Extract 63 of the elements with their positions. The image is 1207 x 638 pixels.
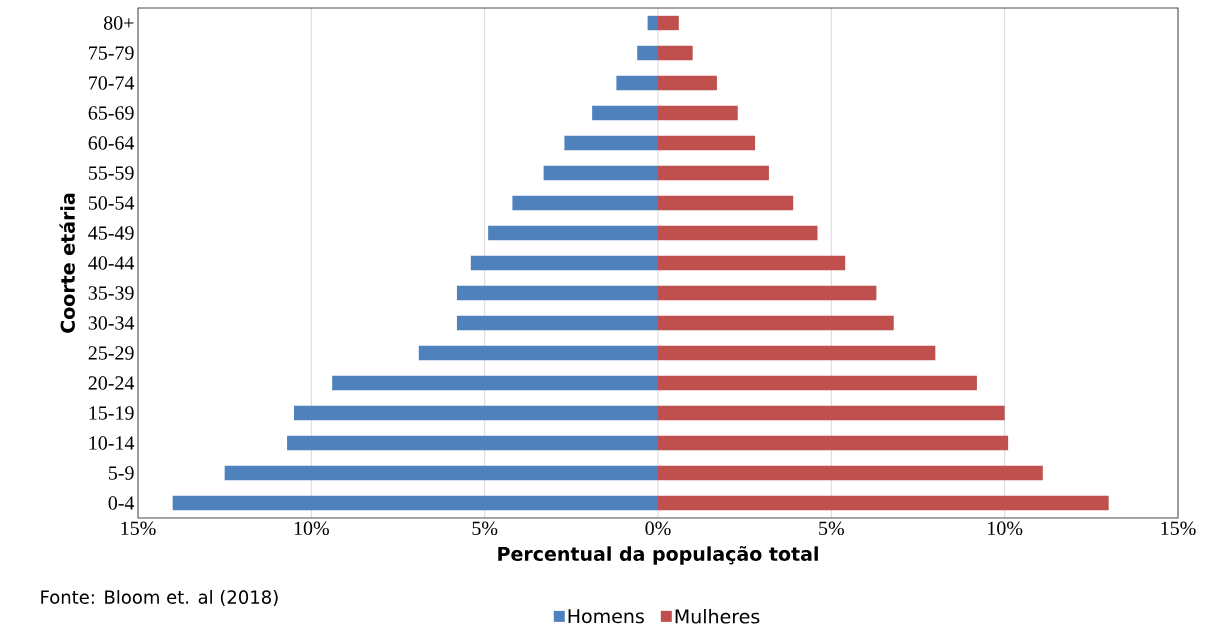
- bar: [658, 165, 769, 181]
- y-tick-label: 45-49: [88, 226, 134, 240]
- bar: [172, 495, 659, 511]
- bar: [512, 195, 659, 211]
- y-tick-label: 40-44: [88, 256, 135, 270]
- y-tick-label: 75-79: [89, 46, 134, 60]
- y-tick-label: 70-74: [89, 76, 135, 90]
- bar: [418, 345, 659, 361]
- x-tick-label: 0%: [645, 521, 671, 536]
- bar: [658, 405, 1005, 421]
- bar: [647, 15, 659, 31]
- bar: [658, 375, 977, 391]
- bar: [287, 435, 659, 451]
- bar: [658, 195, 794, 211]
- bar: [658, 75, 717, 91]
- y-tick-label: 55-59: [88, 166, 134, 180]
- bar: [224, 465, 659, 481]
- bar: [658, 495, 1109, 511]
- y-tick-label: 60-64: [88, 136, 135, 150]
- y-tick-label: 0-4: [108, 496, 135, 510]
- bar: [470, 255, 659, 271]
- bar: [658, 135, 756, 151]
- bar: [488, 225, 659, 241]
- bar: [332, 375, 659, 391]
- bar: [294, 405, 659, 421]
- y-tick-label: 65-69: [88, 106, 134, 120]
- x-tick-label: 15%: [121, 521, 156, 536]
- y-tick-label: 30-34: [88, 316, 135, 330]
- bar: [658, 105, 738, 121]
- y-tick-label: 10-14: [89, 436, 135, 450]
- bar: [658, 15, 679, 31]
- legend-label: Mulheres: [675, 608, 760, 624]
- x-tick-label: 10%: [988, 521, 1023, 536]
- legend-label: Homens: [568, 609, 644, 624]
- bar: [543, 165, 659, 181]
- bar: [592, 105, 659, 121]
- y-tick-label: 20-24: [88, 376, 135, 390]
- bar: [658, 285, 877, 301]
- bar: [658, 225, 818, 241]
- y-tick-label: 50-54: [88, 196, 135, 210]
- bar: [658, 435, 1009, 451]
- y-tick-label: 35-39: [88, 286, 134, 300]
- y-tick-label: 15-19: [89, 406, 134, 420]
- bar: [658, 345, 936, 361]
- y-axis-title: Coorte etária: [59, 193, 75, 333]
- y-tick-label: 80+: [103, 16, 134, 30]
- x-tick-label: 15%: [1161, 521, 1196, 536]
- x-tick-label: 10%: [294, 521, 329, 536]
- bar: [658, 255, 846, 271]
- bar: [658, 465, 1043, 481]
- x-tick-label: 5%: [472, 521, 498, 536]
- bar: [637, 45, 659, 61]
- bar: [616, 75, 659, 91]
- source-note: Fonte: Bloom et. al (2018): [41, 589, 278, 607]
- bar: [456, 315, 659, 331]
- y-tick-label: 25-29: [88, 346, 134, 360]
- y-tick-label: 5-9: [108, 466, 134, 480]
- x-axis-title: Percentual da população total: [498, 545, 818, 565]
- bar: [658, 315, 894, 331]
- bar: [456, 285, 659, 301]
- x-tick-label: 5%: [819, 521, 844, 536]
- bar: [564, 135, 659, 151]
- bar: [658, 45, 693, 61]
